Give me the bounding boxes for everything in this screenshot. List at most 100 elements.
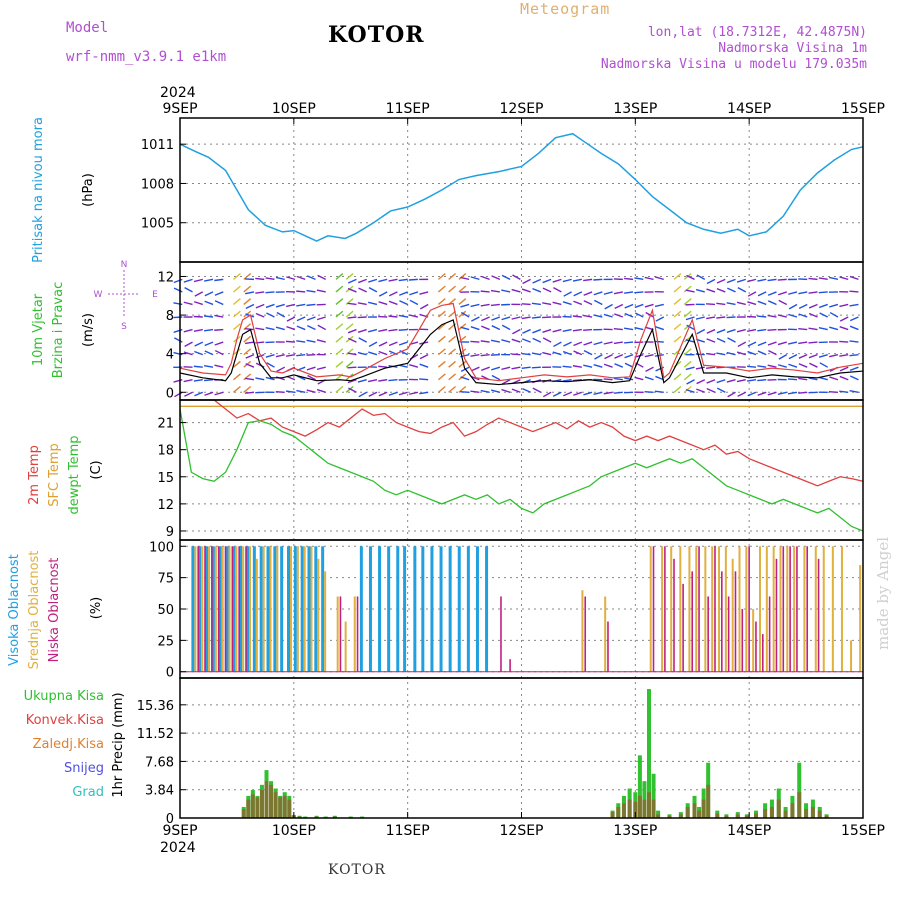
mid-cloud-bar	[221, 546, 224, 672]
wind-barb	[583, 291, 593, 296]
wind-barb	[491, 316, 501, 321]
mid-cloud-bar	[228, 546, 231, 672]
low-cloud-bar	[796, 546, 798, 672]
wind-barb	[511, 338, 521, 343]
mid-cloud-bar	[242, 546, 245, 672]
wind-speed-line	[179, 319, 864, 386]
high-cloud-bar	[403, 546, 407, 672]
wind-barb	[583, 328, 593, 331]
total-precip-bar	[797, 762, 802, 818]
wind-barb	[767, 341, 777, 346]
model-name: wrf-nmm_v3.9.1 e1km	[66, 49, 227, 65]
wind-barb	[818, 291, 828, 294]
low-cloud-bar	[775, 558, 778, 672]
wind-barb	[695, 353, 705, 356]
wind-barb	[521, 338, 531, 343]
wind-barb	[357, 379, 367, 383]
wind-barb	[839, 340, 849, 343]
low-cloud-bar	[806, 546, 808, 672]
high-cloud-bar	[205, 546, 209, 672]
wind-barb	[683, 310, 692, 318]
wind-barb	[808, 341, 818, 344]
grid-layer	[180, 118, 863, 819]
wind-barb	[316, 289, 326, 293]
y-tick-label: 0	[166, 386, 174, 401]
wind-barb	[378, 391, 388, 397]
wind-barb	[849, 303, 859, 307]
wind-barb	[448, 285, 456, 293]
convective-precip-bar	[776, 799, 781, 818]
wind-barb	[347, 352, 357, 356]
wind-barb	[214, 328, 224, 331]
wind-barb	[335, 335, 344, 343]
wind-barb	[818, 277, 828, 281]
wind-barb	[654, 340, 664, 343]
high-cloud-bar	[225, 546, 229, 672]
mid-cloud-bar	[649, 546, 652, 672]
wind-barb	[368, 341, 378, 348]
wind-barb	[849, 275, 859, 281]
precip-axis-label: 1hr Precip (mm)	[111, 692, 126, 797]
wind-barb	[345, 323, 354, 331]
wind-barb	[183, 301, 193, 306]
wind-barb	[501, 388, 511, 393]
wind-barb	[184, 391, 193, 397]
wind-barb	[532, 328, 542, 334]
convective-precip-bar	[250, 794, 255, 818]
wind-barb	[296, 290, 306, 293]
wind-barb	[286, 325, 296, 331]
wind-barb	[255, 303, 265, 309]
wind-barb	[654, 353, 664, 357]
wind-barb	[335, 298, 344, 305]
mid-cloud-bar	[803, 546, 806, 672]
wind-barb	[767, 328, 777, 331]
wind-barb	[193, 365, 203, 368]
wind-barb	[573, 350, 583, 356]
model-label: Model	[66, 20, 109, 36]
wind-barb	[778, 354, 788, 360]
mid-cloud-bar	[214, 546, 217, 672]
wind-barb	[255, 327, 265, 331]
wind-barb	[378, 291, 388, 297]
wind-barb	[345, 348, 354, 356]
label-layer: 1005 1008 1011 0 4 8 12 9 12 15 18 21 0 25 50 75 100 0 3.8…	[7, 85, 885, 856]
wind-barb	[204, 341, 214, 347]
x-tick-label-bottom: 9SEP	[162, 823, 197, 839]
mid-cloud-bar	[704, 546, 707, 672]
wind-barb	[470, 340, 480, 343]
mid-cloud-bar	[201, 546, 204, 672]
wind-barb	[214, 391, 224, 396]
mid-cloud-bar	[324, 571, 327, 672]
wind-barb	[347, 379, 357, 384]
compass-north-label: N	[121, 260, 128, 270]
wind-barb	[460, 303, 470, 308]
wind-barb	[716, 328, 726, 334]
wind-barb	[458, 298, 467, 305]
y-tick-label: 15.36	[137, 699, 174, 714]
wind-barb	[501, 316, 511, 321]
mid-cloud-bar	[779, 546, 782, 672]
wind-barb	[511, 366, 521, 370]
wind-barb	[737, 391, 747, 397]
wind-barb	[552, 351, 562, 356]
wind-barb	[296, 316, 306, 322]
wind-barb	[829, 311, 839, 318]
mid-cloud-bar	[262, 546, 265, 672]
wind-barb	[778, 299, 788, 306]
wind-barb	[233, 298, 241, 305]
high-cloud-bar	[457, 546, 461, 672]
wind-barb	[512, 328, 521, 335]
low-cloud-bar	[817, 558, 820, 672]
wind-barb	[673, 373, 682, 381]
wind-barb	[511, 388, 521, 393]
wind-barb	[654, 303, 664, 308]
high-cloud-bar	[259, 546, 263, 672]
wind-barb	[726, 278, 736, 284]
wind-barb	[275, 390, 285, 393]
wind-barb	[194, 291, 204, 297]
wind-barb	[368, 351, 378, 356]
wind-barb	[562, 328, 572, 332]
wind-barb	[307, 374, 316, 381]
wind-barb	[777, 391, 787, 395]
wind-barb	[736, 328, 746, 333]
